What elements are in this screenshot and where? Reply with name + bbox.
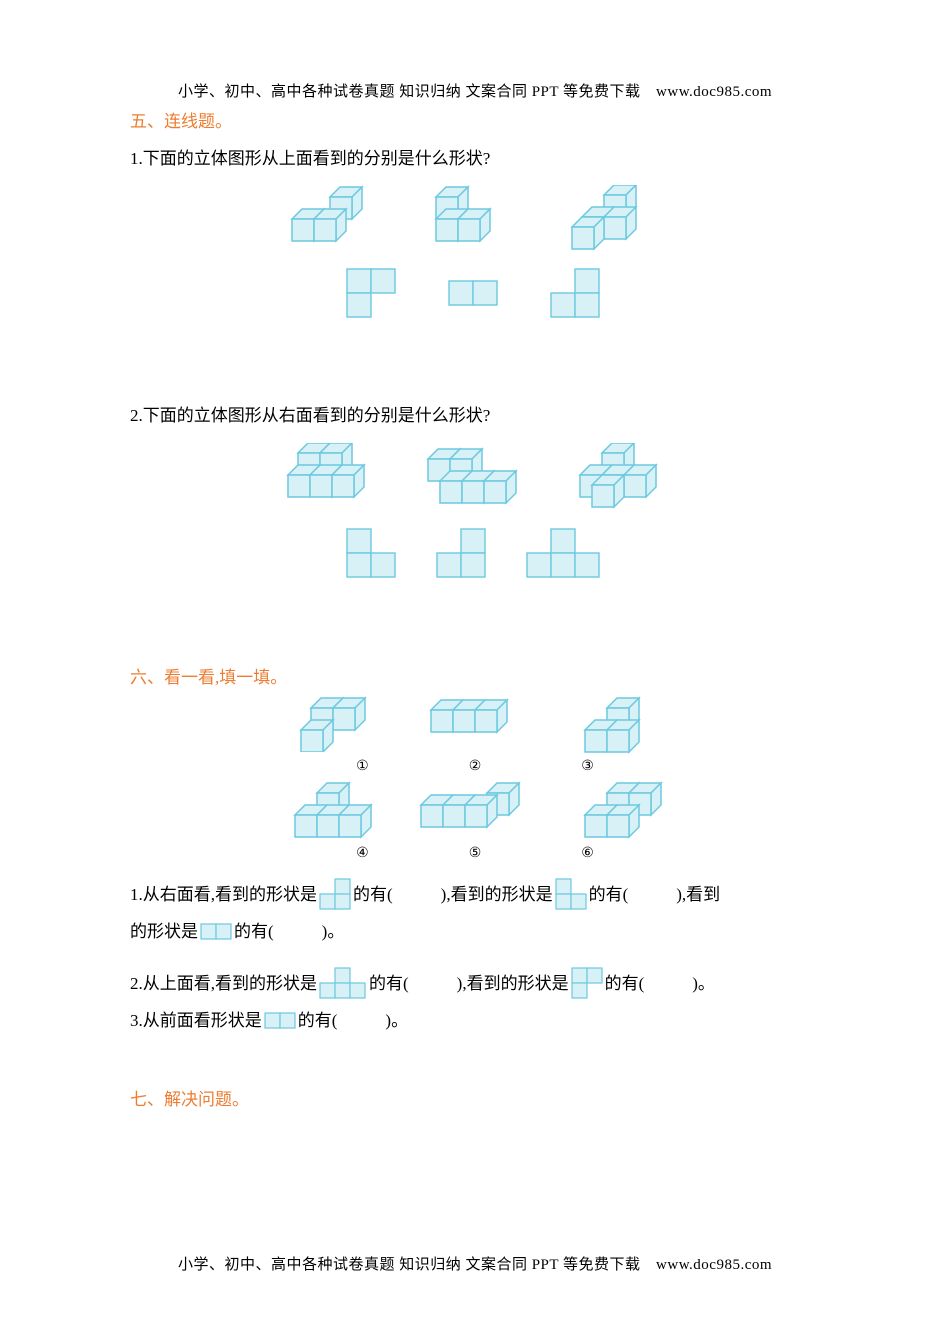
label-2: ② bbox=[469, 758, 482, 775]
page-footer: 小学、初中、高中各种试卷真题 知识归纳 文案合同 PPT 等免费下载 www.d… bbox=[0, 1253, 950, 1274]
section5-q2: 2.下面的立体图形从右面看到的分别是什么形状? bbox=[130, 397, 820, 434]
section5-q1: 1.下面的立体图形从上面看到的分别是什么形状? bbox=[130, 140, 820, 177]
s6-figures: ① ② ③ bbox=[130, 696, 820, 862]
s5q2-3d-figures bbox=[130, 443, 820, 583]
s6-q3: 3.从前面看形状是 的有( )。 bbox=[130, 1002, 820, 1039]
s5q1-3d-figures bbox=[130, 185, 820, 323]
s6-q2: 2.从上面看,看到的形状是 的有( ),看到的形状是 的有( )。 bbox=[130, 965, 820, 1002]
label-3: ③ bbox=[581, 758, 594, 775]
label-6: ⑥ bbox=[581, 845, 594, 862]
label-5: ⑤ bbox=[469, 845, 482, 862]
s6-q1-cont: 的形状是 的有( )。 bbox=[130, 913, 820, 950]
page-header: 小学、初中、高中各种试卷真题 知识归纳 文案合同 PPT 等免费下载 www.d… bbox=[130, 80, 820, 101]
label-4: ④ bbox=[356, 845, 369, 862]
s6-q1: 1.从右面看,看到的形状是 的有( ),看到的形状是 的有( ),看到 bbox=[130, 876, 820, 913]
section7-title: 七、解决问题。 bbox=[130, 1085, 820, 1110]
section5-title: 五、连线题。 bbox=[130, 107, 820, 132]
label-1: ① bbox=[356, 758, 369, 775]
section6-title: 六、看一看,填一填。 bbox=[130, 663, 820, 688]
